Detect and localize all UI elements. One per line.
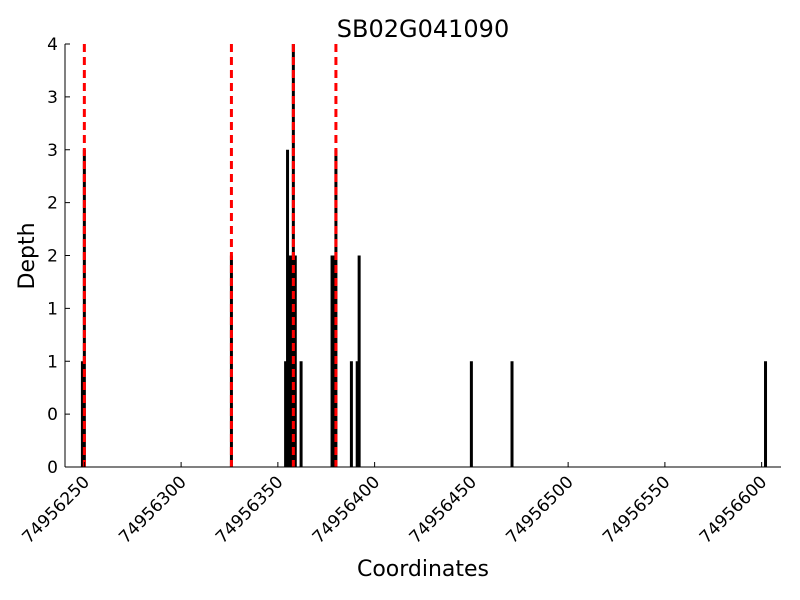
depth-bar bbox=[293, 255, 297, 467]
depth-bar bbox=[286, 149, 290, 467]
y-tick-label: 0 bbox=[47, 458, 58, 478]
y-tick-label: 3 bbox=[47, 88, 58, 108]
x-tick-label: 74956450 bbox=[406, 472, 481, 547]
x-tick-label: 74956600 bbox=[696, 472, 771, 547]
y-tick-label: 1 bbox=[47, 299, 58, 319]
x-tick-label: 74956550 bbox=[599, 472, 674, 547]
depth-bar bbox=[299, 361, 303, 467]
y-tick-label: 2 bbox=[47, 194, 58, 214]
depth-bar bbox=[80, 361, 84, 467]
depth-bar bbox=[349, 361, 353, 467]
y-tick-label: 1 bbox=[47, 352, 58, 372]
depth-bar bbox=[332, 255, 336, 467]
plot-area: 0 0 1 1 2 2 3 3 4 74956250 74956300 74956350 7495640… bbox=[19, 35, 781, 548]
depth-bar bbox=[469, 361, 473, 467]
x-tick-label: 74956300 bbox=[115, 472, 190, 547]
x-tick-label: 74956400 bbox=[309, 472, 384, 547]
x-tick-label: 74956250 bbox=[19, 472, 94, 547]
depth-bar bbox=[289, 255, 293, 467]
depth-bar bbox=[287, 255, 291, 467]
x-tick-label: 74956500 bbox=[502, 472, 577, 547]
y-axis-title: Depth bbox=[15, 222, 40, 289]
depth-bar bbox=[764, 361, 768, 467]
x-axis-title: Coordinates bbox=[357, 557, 489, 582]
y-tick-label: 3 bbox=[47, 141, 58, 161]
chart-title: SB02G041090 bbox=[337, 15, 509, 43]
x-tick-label: 74956350 bbox=[212, 472, 287, 547]
y-tick-label: 4 bbox=[47, 35, 58, 55]
y-tick-label: 0 bbox=[47, 405, 58, 425]
depth-bar bbox=[510, 361, 514, 467]
depth-bar bbox=[330, 255, 334, 467]
depth-bar bbox=[355, 361, 359, 467]
depth-bar bbox=[357, 255, 361, 467]
y-tick-label: 2 bbox=[47, 247, 58, 267]
depth-bar bbox=[284, 361, 288, 467]
